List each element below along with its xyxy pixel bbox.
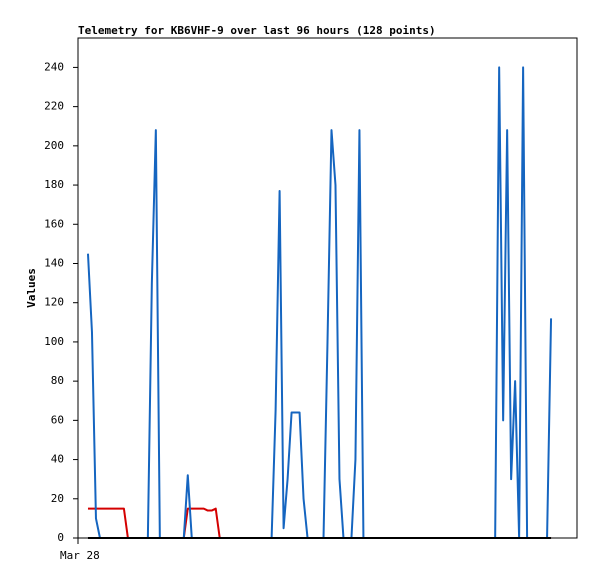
y-axis-label: Values	[25, 268, 38, 308]
y-tick-label: 60	[51, 413, 64, 426]
y-tick-label: 120	[44, 296, 64, 309]
y-tick-label: 140	[44, 256, 64, 269]
y-tick-label: 200	[44, 139, 64, 152]
plot-frame	[77, 37, 578, 539]
y-tick-label: 20	[51, 492, 64, 505]
y-tick-label: 80	[51, 374, 64, 387]
y-tick-label: 40	[51, 453, 64, 466]
chart-title: Telemetry for KB6VHF-9 over last 96 hour…	[78, 24, 436, 37]
y-tick-label: 160	[44, 217, 64, 230]
y-tick-label: 0	[57, 531, 64, 544]
y-tick-label: 180	[44, 178, 64, 191]
y-tick-label: 220	[44, 100, 64, 113]
x-tick-label: Mar 28	[60, 549, 100, 562]
y-tick-label: 240	[44, 60, 64, 73]
y-tick-label: 100	[44, 335, 64, 348]
